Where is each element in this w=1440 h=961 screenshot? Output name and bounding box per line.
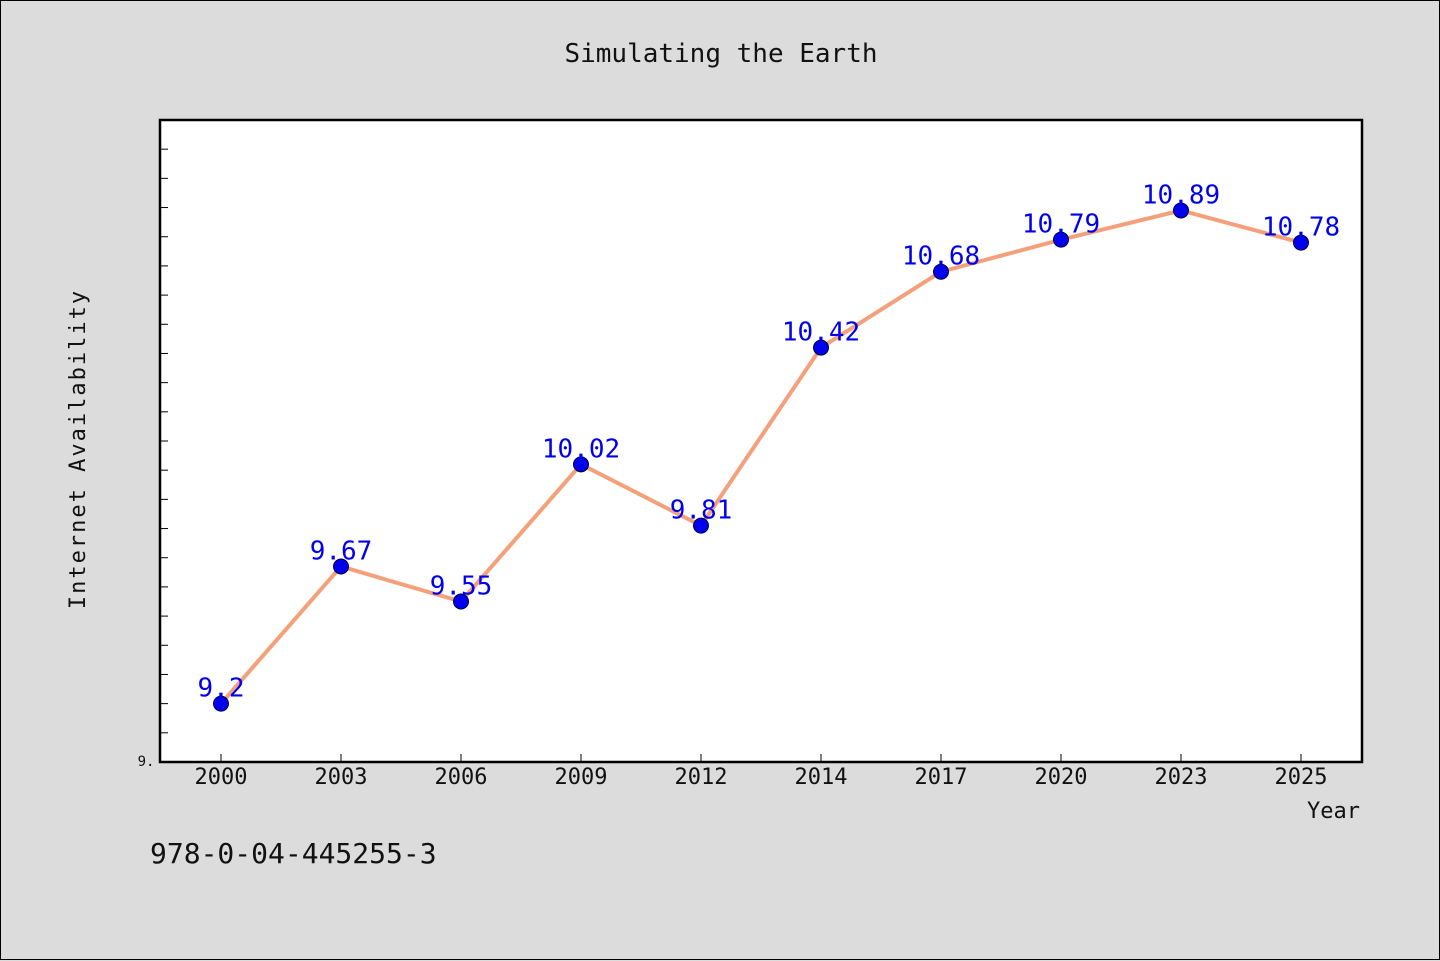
data-point <box>1053 231 1069 248</box>
data-label: 10.78 <box>1262 213 1340 243</box>
data-label: 10.79 <box>1022 210 1100 240</box>
data-label: 9.67 <box>310 536 373 566</box>
series: 9.2 9.67 9.55 10.02 9.81 10.42 10.68 10.79 10.89… <box>198 180 1340 712</box>
data-label: 10.42 <box>782 318 860 348</box>
series-line <box>219 208 1302 705</box>
footnote-isbn: 978-0-04-445255-3 <box>150 837 437 870</box>
x-tick-label: 2017 <box>915 765 968 790</box>
data-point <box>333 558 349 575</box>
x-axis-tick-labels: 2000 2003 2006 2009 2012 2014 2017 2020 2023 2025 <box>195 765 1328 790</box>
x-tick-label: 2023 <box>1155 765 1208 790</box>
x-tick-label: 2020 <box>1035 765 1088 790</box>
data-point <box>933 263 949 280</box>
x-axis-ticks <box>220 754 1302 762</box>
data-point <box>1293 234 1309 251</box>
x-tick-label: 2014 <box>795 765 848 790</box>
x-tick-label: 2025 <box>1275 765 1328 790</box>
data-point <box>213 695 229 712</box>
x-tick-label: 2009 <box>555 765 608 790</box>
data-point <box>1173 202 1189 219</box>
data-label: 10.68 <box>902 242 980 272</box>
data-label: 9.2 <box>198 674 245 704</box>
y-axis-label: Internet Availability <box>66 289 91 609</box>
data-label: 9.81 <box>670 496 733 526</box>
x-tick-label: 2003 <box>315 765 368 790</box>
x-tick-label: 2006 <box>435 765 488 790</box>
data-point <box>453 593 469 610</box>
x-tick-label: 2000 <box>195 765 248 790</box>
chart-title: Simulating the Earth <box>564 39 877 69</box>
data-point <box>693 517 709 534</box>
plot-area <box>158 118 1364 764</box>
data-label: 9.55 <box>430 572 493 602</box>
data-label: 10.02 <box>542 434 620 464</box>
data-point <box>573 456 589 473</box>
data-label: 10.89 <box>1142 180 1220 210</box>
data-point <box>813 339 829 356</box>
x-axis-label: Year <box>1307 799 1360 824</box>
y-axis-ticks <box>160 148 168 734</box>
x-tick-label: 2012 <box>675 765 728 790</box>
y-tick-label: 9. <box>138 754 155 770</box>
